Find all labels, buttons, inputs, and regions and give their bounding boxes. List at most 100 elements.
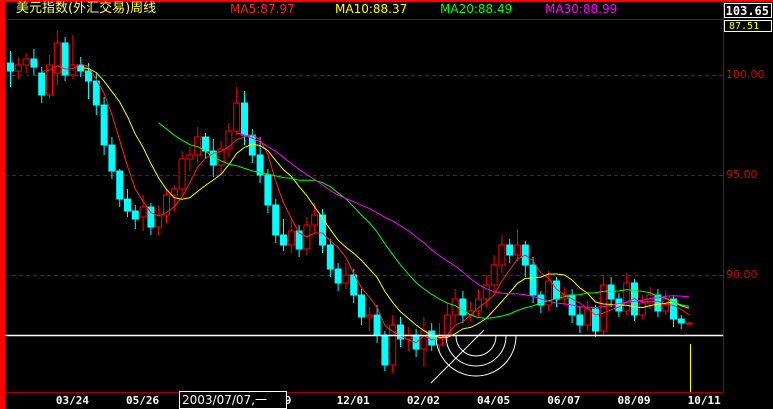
candle-body-up (599, 284, 607, 332)
candle (397, 317, 404, 347)
ma10-line (80, 67, 690, 338)
candle-body-up (482, 284, 490, 300)
candle-body-down (131, 210, 139, 220)
candle-body-down (319, 214, 326, 246)
candle (178, 151, 186, 195)
candle (53, 31, 61, 85)
ma5-value: MA5:87.97 (230, 2, 295, 16)
frame-top (0, 0, 773, 2)
candle (77, 57, 85, 77)
candle (607, 277, 615, 307)
candle (108, 137, 116, 179)
candle (568, 289, 576, 323)
candle-body-up (685, 322, 693, 325)
candle-body-up (233, 102, 241, 132)
candle (459, 291, 467, 323)
date-tooltip: 2003/07/07,一 (179, 391, 287, 409)
ma5-line (41, 63, 690, 344)
candle-body-up (22, 58, 30, 66)
candle-body-down (295, 230, 303, 250)
x-tick-label: 12/01 (336, 394, 370, 407)
candle (654, 289, 662, 317)
top-price-label: 103.65 (724, 3, 772, 18)
ma30-value: MA30:88.99 (545, 2, 618, 16)
candle (490, 255, 498, 293)
candle-body-up (365, 314, 373, 318)
candle-body-down (350, 274, 358, 296)
candle-body-down (677, 318, 685, 324)
candle-body-up (498, 244, 506, 266)
fan-arc (435, 335, 517, 377)
candle (350, 269, 358, 303)
candle (475, 289, 482, 317)
candle-body-down (241, 102, 248, 136)
candle-body-down (147, 206, 155, 228)
candle-body-up (311, 214, 319, 226)
candle-body-down (576, 314, 584, 326)
candle (233, 87, 241, 135)
x-tick-label: 05/26 (126, 394, 160, 407)
candle-body-down (202, 136, 209, 152)
candle (334, 263, 342, 291)
y-tick-label: 100.00 (726, 68, 765, 81)
ma20-line (158, 122, 690, 319)
candle-body-down (397, 324, 404, 340)
candle (592, 305, 599, 337)
candle (287, 219, 295, 253)
candle (217, 141, 225, 173)
candle-body-down (256, 154, 264, 176)
candle-body-up (53, 42, 61, 74)
candle-body-down (38, 72, 46, 96)
candle (506, 239, 514, 263)
candle-body-up (186, 154, 194, 160)
candle (311, 203, 319, 233)
candle-body-down (459, 298, 467, 316)
candle-body-down (92, 80, 100, 106)
candle (194, 127, 202, 163)
candle-body-up (514, 244, 521, 256)
candle (264, 169, 272, 213)
x-tick-label: 03/24 (55, 394, 89, 407)
candle (670, 295, 677, 327)
candle-body-up (155, 214, 163, 228)
candle (155, 205, 163, 235)
ma10-value: MA10:88.37 (335, 2, 408, 16)
candle-body-down (100, 104, 108, 146)
x-tick-label: 10/11 (687, 394, 721, 407)
candle-body-up (217, 148, 225, 166)
candle-body-up (490, 264, 498, 286)
candle (61, 37, 69, 81)
candle (389, 315, 397, 373)
fan-arc (455, 335, 497, 357)
candle-body-up (139, 206, 147, 218)
candle-body-up (545, 280, 553, 306)
candle-body-down (428, 330, 436, 346)
candle-body-down (116, 170, 124, 200)
candle-body-down (108, 144, 116, 172)
y-tick-label: 90.00 (726, 268, 758, 281)
chart-title: 美元指数(外汇交易)周线 (16, 1, 157, 16)
candle (326, 239, 334, 277)
candle (22, 53, 30, 73)
candle-body-up (638, 302, 646, 316)
candle-body-down (373, 314, 381, 336)
candle (319, 209, 326, 253)
candle-body-down (272, 204, 280, 236)
candle-body-up (163, 194, 170, 216)
candle-body-up (420, 330, 428, 350)
y-tick-label: 95.00 (726, 168, 758, 181)
candle (280, 219, 287, 251)
candle-body-down (506, 244, 514, 256)
ma20-value: MA20:88.49 (440, 2, 513, 16)
fan-trend-line[interactable] (430, 329, 485, 384)
candle (428, 323, 436, 351)
candle (202, 133, 209, 159)
candle-body-down (7, 62, 14, 72)
candle-body-down (358, 294, 365, 318)
candle-body-up (170, 188, 178, 196)
x-tick-label: 06/07 (547, 394, 581, 407)
candle-body-down (607, 284, 615, 300)
candle-body-down (124, 198, 131, 212)
drawing-tools[interactable] (5, 329, 723, 392)
